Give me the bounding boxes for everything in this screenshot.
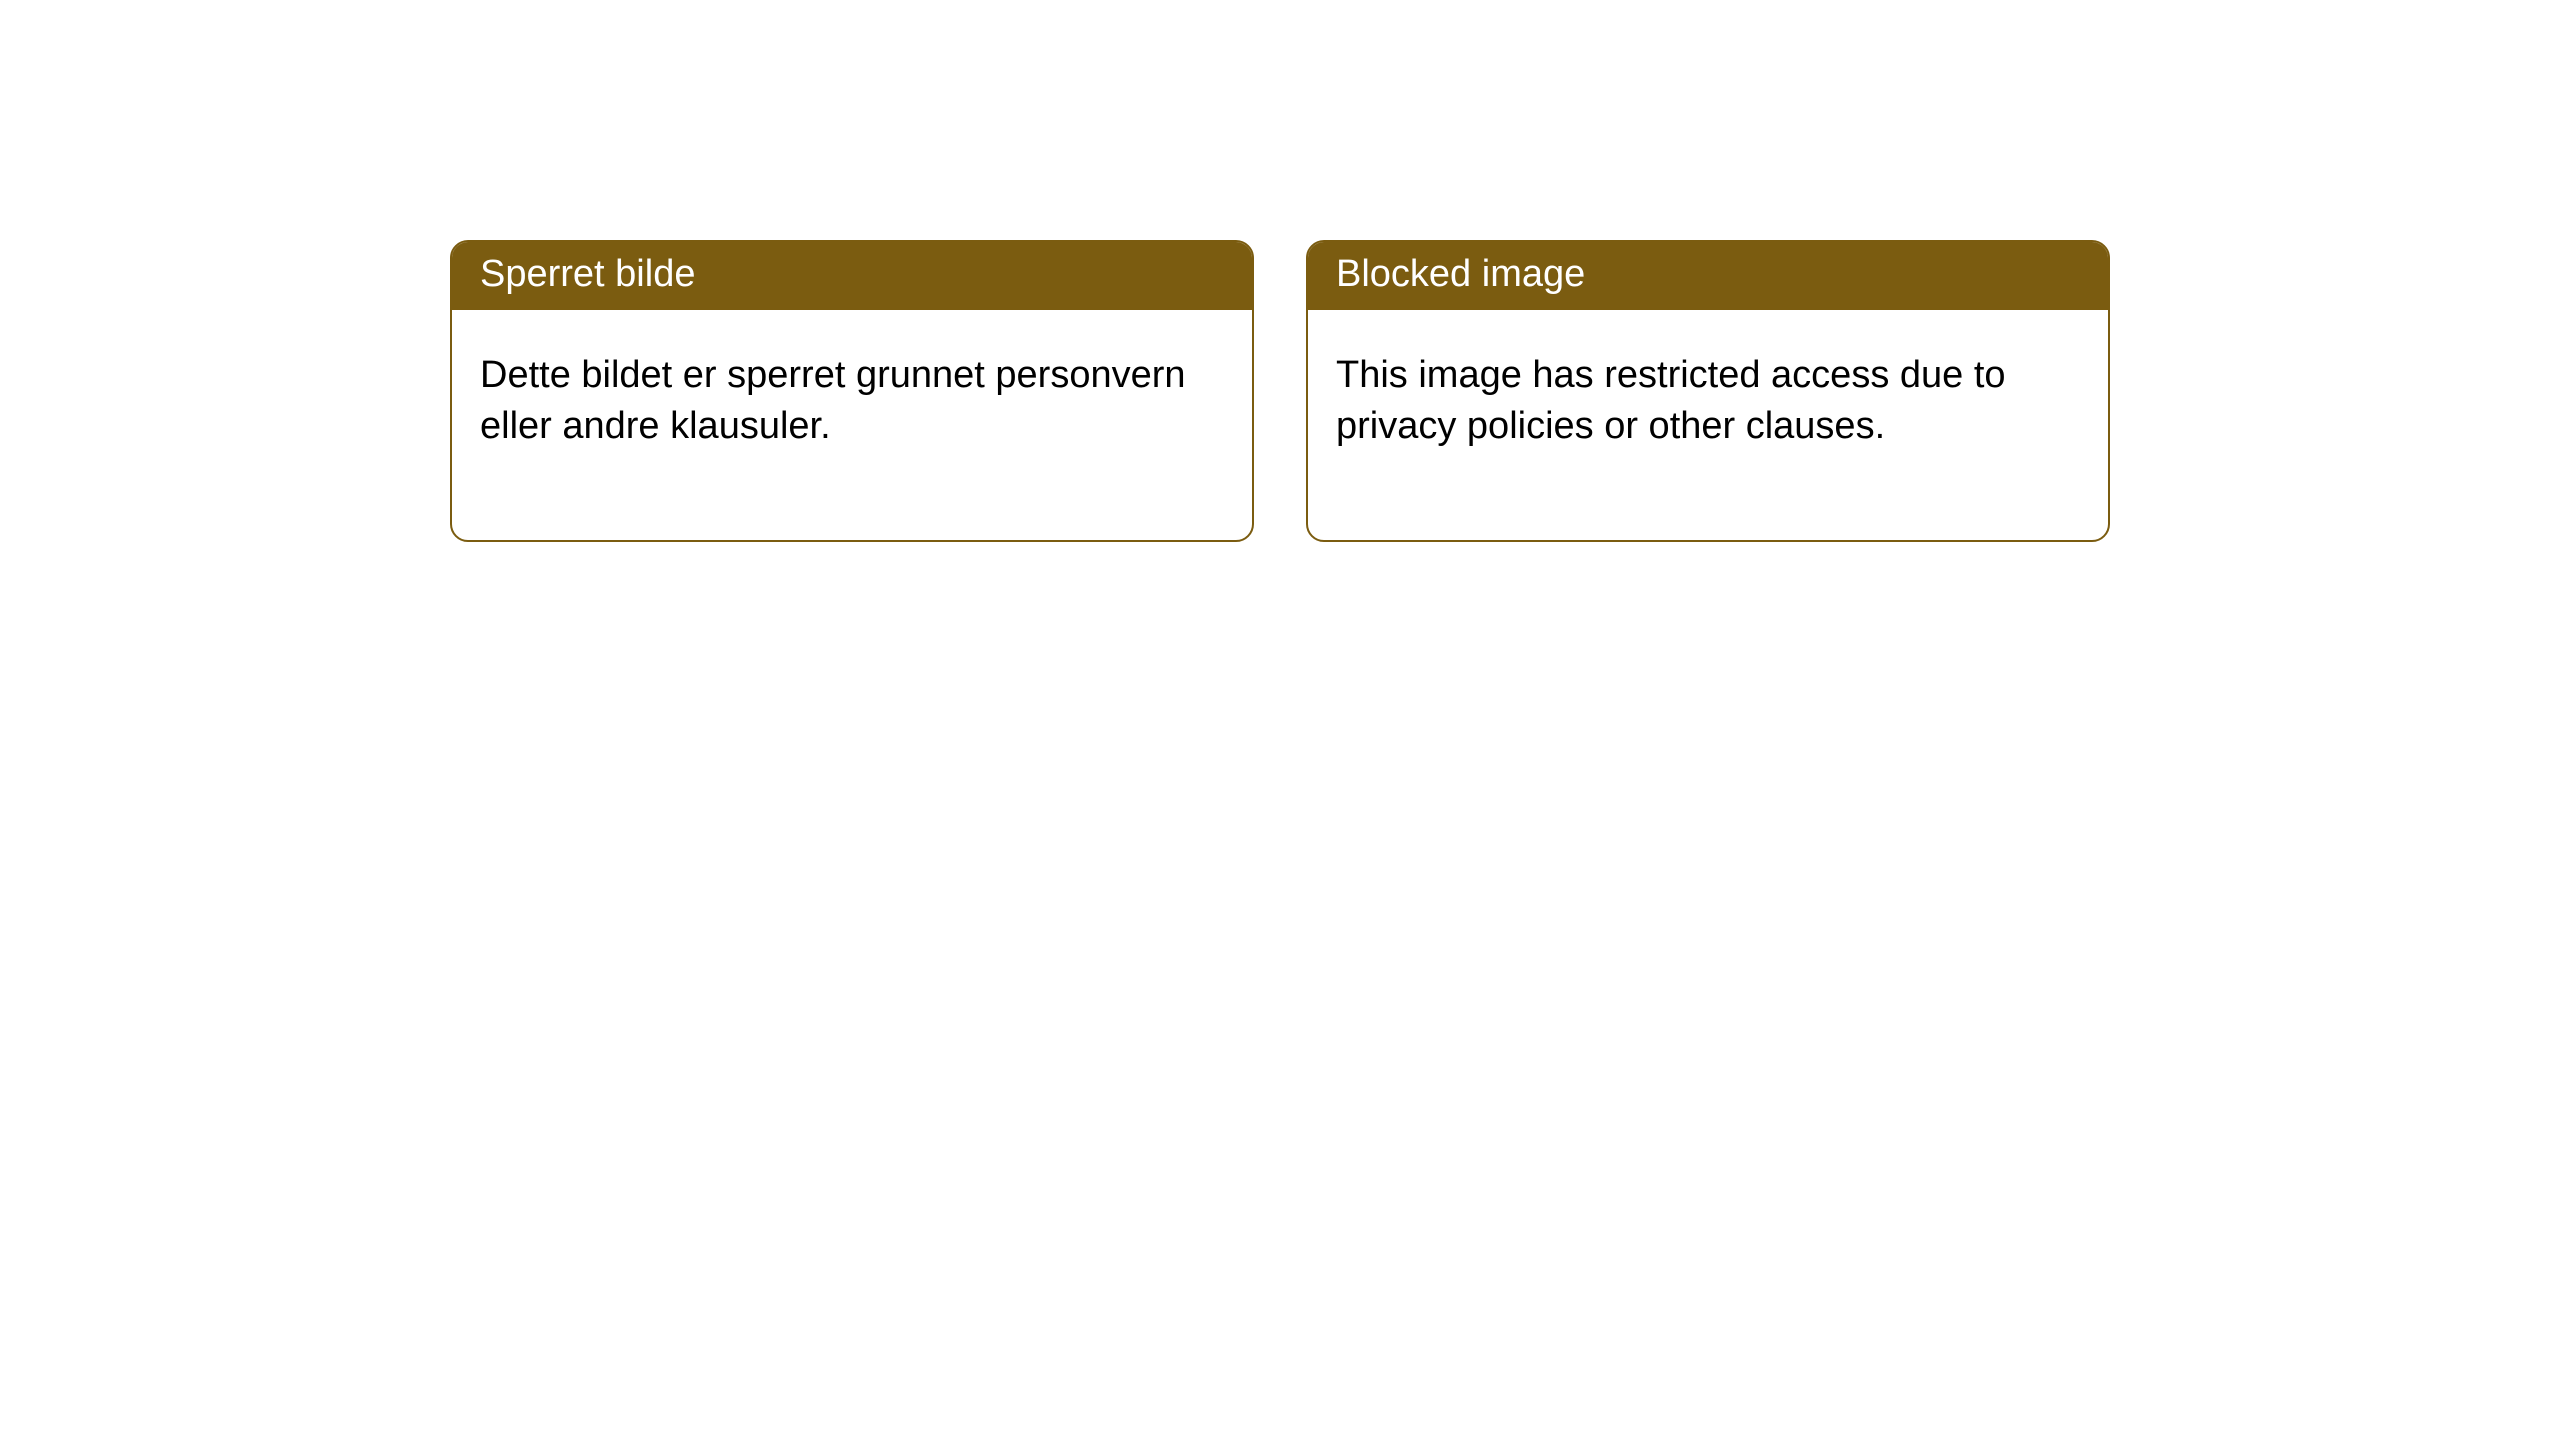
blocked-image-card-english: Blocked image This image has restricted … — [1306, 240, 2110, 542]
card-header: Sperret bilde — [452, 242, 1252, 310]
blocked-image-card-norwegian: Sperret bilde Dette bildet er sperret gr… — [450, 240, 1254, 542]
card-title: Sperret bilde — [480, 253, 695, 295]
card-title: Blocked image — [1336, 253, 1585, 295]
card-body-text: Dette bildet er sperret grunnet personve… — [480, 354, 1186, 447]
card-header: Blocked image — [1308, 242, 2108, 310]
card-body: Dette bildet er sperret grunnet personve… — [452, 310, 1252, 541]
cards-container: Sperret bilde Dette bildet er sperret gr… — [0, 0, 2560, 542]
card-body: This image has restricted access due to … — [1308, 310, 2108, 541]
card-body-text: This image has restricted access due to … — [1336, 354, 2006, 447]
